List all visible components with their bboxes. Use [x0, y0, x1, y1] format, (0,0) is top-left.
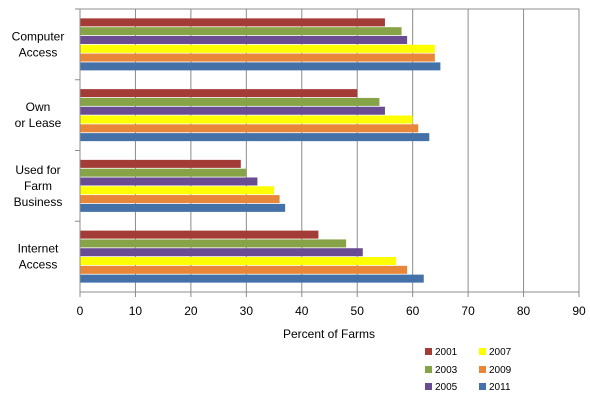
category-label-line: Used for	[15, 163, 60, 177]
legend-label: 2003	[435, 365, 458, 376]
category-label-line: Internet	[18, 242, 59, 256]
bar-2009-1	[80, 124, 419, 133]
category-labels: Computer Access Own or Lease Used for Farm Bus…	[12, 29, 65, 271]
bar-2001-0	[80, 18, 385, 27]
legend-label: 2011	[489, 382, 511, 393]
bar-2005-1	[80, 106, 385, 115]
category-label-line: Access	[19, 258, 58, 272]
category-label-line: Own	[26, 100, 51, 114]
bar-2005-0	[80, 35, 408, 44]
category-label-line: Farm	[24, 179, 52, 193]
category-label-line: Computer	[12, 29, 65, 43]
bar-2007-2	[80, 186, 275, 195]
bar-2003-3	[80, 239, 347, 248]
bar-2003-0	[80, 27, 402, 36]
x-tick-label: 40	[295, 304, 309, 318]
bar-2003-1	[80, 97, 380, 106]
category-label: Computer Access	[12, 29, 65, 59]
legend-label: 2005	[435, 382, 458, 393]
bar-2005-3	[80, 248, 363, 257]
category-label: Internet Access	[18, 242, 59, 272]
bar-2011-0	[80, 62, 441, 71]
x-tick-label: 0	[77, 304, 84, 318]
bar-2011-1	[80, 133, 430, 142]
bar-2001-3	[80, 230, 319, 239]
x-tick-labels: 0 10 20 30 40 50 60 70 80 90	[77, 304, 586, 318]
bars	[80, 18, 441, 283]
category-label: Own or Lease	[15, 100, 62, 130]
category-label-line: Access	[19, 45, 58, 59]
bar-2001-2	[80, 159, 241, 168]
legend: 2001 2007 2003 2009 2005 2011	[425, 347, 512, 393]
x-tick-label: 90	[572, 304, 586, 318]
bar-2005-2	[80, 177, 258, 186]
x-tick-label: 50	[351, 304, 365, 318]
bar-2007-1	[80, 115, 413, 124]
x-tick-label: 70	[461, 304, 475, 318]
legend-swatch-2005	[425, 383, 432, 390]
bar-2009-2	[80, 195, 280, 204]
category-label-line: or Lease	[15, 116, 62, 130]
legend-swatch-2001	[425, 348, 432, 355]
bar-2007-3	[80, 257, 397, 266]
legend-label: 2009	[489, 365, 512, 376]
legend-label: 2001	[435, 347, 458, 358]
legend-swatch-2003	[425, 366, 432, 373]
x-tick-label: 20	[184, 304, 198, 318]
bar-2001-1	[80, 89, 358, 98]
legend-swatch-2009	[479, 366, 486, 373]
axes	[75, 8, 580, 297]
bar-2011-3	[80, 274, 424, 283]
bar-2003-2	[80, 168, 247, 177]
x-tick-label: 30	[240, 304, 254, 318]
category-label-line: Business	[14, 195, 63, 209]
legend-swatch-2011	[479, 383, 486, 390]
x-tick-label: 80	[517, 304, 531, 318]
legend-label: 2007	[489, 347, 512, 358]
x-tick-label: 10	[129, 304, 143, 318]
x-axis-label: Percent of Farms	[283, 327, 375, 341]
legend-swatch-2007	[479, 348, 486, 355]
bar-2007-0	[80, 44, 435, 53]
x-tick-label: 60	[406, 304, 420, 318]
bar-2009-3	[80, 265, 408, 274]
bar-2009-0	[80, 53, 435, 62]
category-label: Used for Farm Business	[14, 163, 63, 209]
bar-2011-2	[80, 203, 286, 212]
